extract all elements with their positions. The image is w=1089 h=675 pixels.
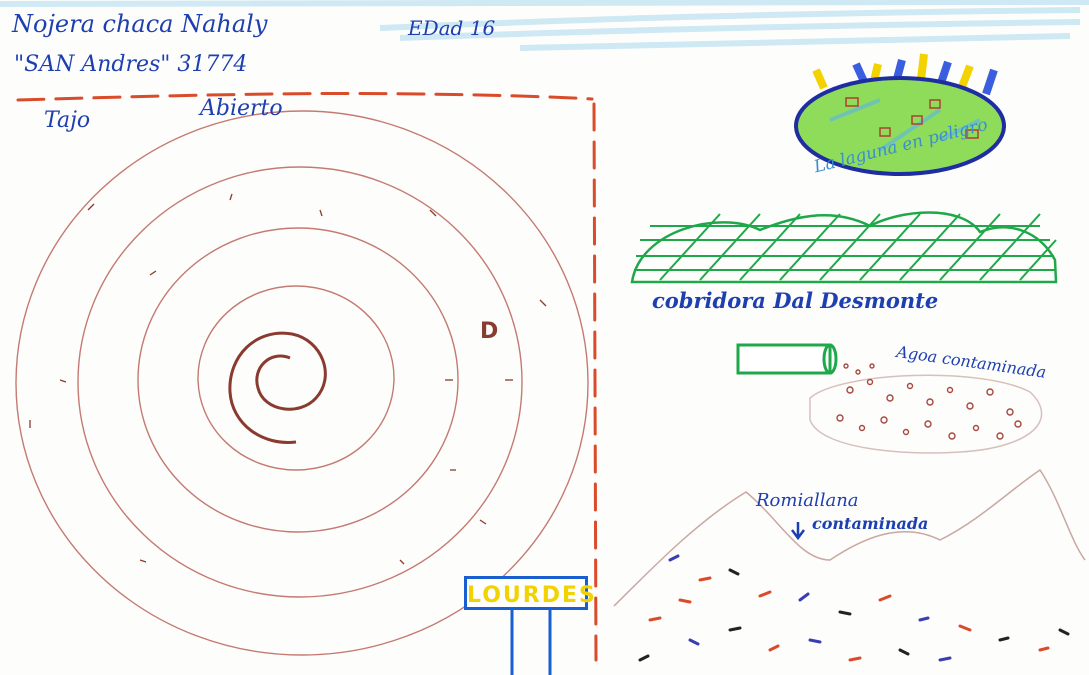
- sieve-label: cobridora Dal Desmonte: [652, 288, 939, 313]
- mountain-sublabel: contaminada: [812, 514, 929, 533]
- sign-post: [510, 610, 552, 675]
- pit-label-abierto: Abierto: [200, 96, 283, 121]
- contaminated-pool: [809, 363, 1043, 454]
- pit-boundary: [16, 91, 598, 662]
- pit-mark: D: [480, 319, 498, 344]
- pit-spiral: [228, 331, 327, 444]
- sky-wash: [0, 0, 1089, 51]
- sieve: [630, 211, 1058, 284]
- lagoon: [794, 53, 1006, 176]
- ring-ticks: [29, 193, 547, 565]
- mountain-label: Romiallana: [756, 490, 859, 511]
- pipe: [736, 343, 838, 375]
- open-pit-rings: [15, 110, 589, 656]
- school-name: "SAN Andres" 31774: [14, 52, 248, 77]
- mountain: [613, 468, 1086, 662]
- lourdes-sign: LOURDES: [464, 576, 595, 610]
- pit-label-tajo: Tajo: [44, 108, 91, 133]
- student-age: EDad 16: [408, 16, 496, 40]
- student-name: Nojera chaca Nahaly: [12, 10, 268, 38]
